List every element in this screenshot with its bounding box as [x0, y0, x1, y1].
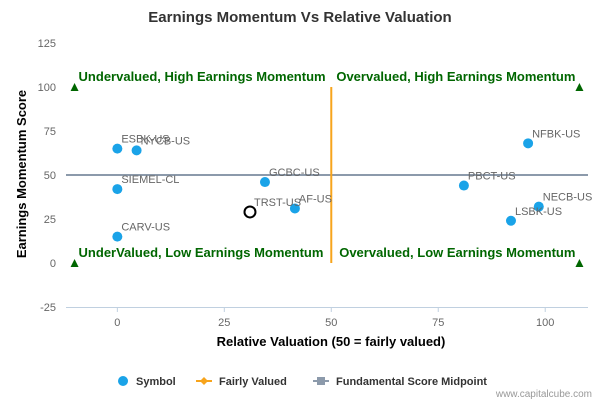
highlighted-point-label: TRST-US: [254, 197, 301, 209]
data-point-label: CARV-US: [121, 222, 170, 234]
quadrant-label: Overvalued, Low Earnings Momentum: [339, 245, 575, 260]
y-tick-label: 100: [38, 82, 56, 94]
reference-lines: [66, 87, 588, 263]
quadrant-labels: Undervalued, High Earnings Momentum Overv…: [70, 69, 584, 267]
legend-midpoint-marker: [317, 377, 325, 385]
data-point-marker: [289, 203, 300, 214]
data-point-marker: [533, 201, 544, 212]
quadrant-label: Undervalued, High Earnings Momentum: [79, 69, 326, 84]
highlighted-point-marker: [243, 205, 257, 219]
legend-fairly-valued-marker: [200, 377, 208, 385]
data-point-marker: [458, 180, 469, 191]
legend-symbol-marker: [118, 376, 128, 386]
credit-text: www.capitalcube.com: [495, 389, 592, 400]
quadrant-marker-icon: [575, 83, 584, 91]
y-tick-label: -25: [40, 302, 56, 314]
quadrant-marker-icon: [575, 259, 584, 267]
data-point-marker: [505, 215, 516, 226]
y-tick-label: 75: [44, 126, 56, 138]
x-tick-label: 25: [218, 317, 230, 329]
y-tick-label: 125: [38, 38, 56, 50]
y-tick-label: 25: [44, 214, 56, 226]
data-point-label: NYCB-US: [141, 135, 191, 147]
chart-title: Earnings Momentum Vs Relative Valuation: [148, 9, 451, 26]
data-point-marker: [112, 143, 123, 154]
legend-item-symbol[interactable]: Symbol: [118, 376, 176, 388]
x-tick-label: 50: [325, 317, 337, 329]
legend-item-fairly-valued[interactable]: Fairly Valued: [196, 376, 287, 388]
data-point-marker: [112, 231, 123, 242]
data-point-label: NFBK-US: [532, 128, 580, 140]
x-tick-label: 0: [114, 317, 120, 329]
axes: 0 25 50 75 100 -25 0 25 50 75 100 125: [38, 38, 588, 329]
data-point-marker: [112, 184, 123, 195]
data-point-label: AF-US: [299, 193, 332, 205]
data-point-label: ESBK-US: [121, 134, 169, 146]
x-tick-label: 100: [536, 317, 554, 329]
quadrant-marker-icon: [70, 83, 79, 91]
x-tick-label: 75: [432, 317, 444, 329]
legend-symbol-label: Symbol: [136, 376, 176, 388]
y-tick-label: 50: [44, 170, 56, 182]
legend-midpoint-label: Fundamental Score Midpoint: [336, 376, 487, 388]
data-point-label: SIEMEL-CL: [121, 174, 179, 186]
data-point-marker: [523, 138, 534, 149]
data-point-label: NECB-US: [543, 192, 593, 204]
legend-item-midpoint[interactable]: Fundamental Score Midpoint: [313, 376, 487, 388]
data-point-label: LSBK-US: [515, 206, 562, 218]
quadrant-label: Overvalued, High Earnings Momentum: [336, 69, 575, 84]
quadrant-marker-icon: [70, 259, 79, 267]
data-point-label: PBCT-US: [468, 171, 516, 183]
x-axis-title: Relative Valuation (50 = fairly valued): [217, 334, 446, 349]
data-point-marker: [131, 145, 142, 156]
y-axis-title: Earnings Momentum Score: [14, 90, 29, 258]
y-tick-label: 0: [50, 258, 56, 270]
legend-fairly-valued-label: Fairly Valued: [219, 376, 287, 388]
quadrant-label: UnderValued, Low Earnings Momentum: [79, 245, 324, 260]
legend: Symbol Fairly Valued Fundamental Score M…: [118, 376, 487, 388]
data-point-marker: [259, 177, 270, 188]
data-point-label: GCBC-US: [269, 167, 320, 179]
